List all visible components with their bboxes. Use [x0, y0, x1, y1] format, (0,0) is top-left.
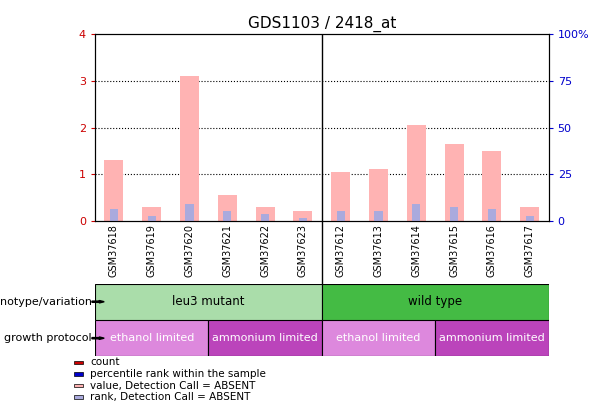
Text: ammonium limited: ammonium limited: [439, 333, 545, 343]
Text: GSM37618: GSM37618: [109, 224, 119, 277]
Text: GSM37623: GSM37623: [298, 224, 308, 277]
Bar: [142, 207, 161, 221]
Text: growth protocol: growth protocol: [4, 333, 92, 343]
Bar: [435, 320, 549, 356]
Bar: [104, 160, 123, 221]
Text: GSM37617: GSM37617: [525, 224, 535, 277]
Text: leu3 mutant: leu3 mutant: [172, 295, 245, 308]
Bar: [95, 284, 322, 320]
Bar: [520, 207, 539, 221]
Text: GSM37613: GSM37613: [373, 224, 384, 277]
Bar: [95, 320, 208, 356]
Bar: [322, 284, 549, 320]
Text: GSM37622: GSM37622: [260, 224, 270, 277]
Bar: [407, 125, 426, 221]
Bar: [412, 205, 421, 221]
Bar: [180, 76, 199, 221]
Text: GSM37621: GSM37621: [223, 224, 232, 277]
Bar: [223, 211, 232, 221]
Text: ethanol limited: ethanol limited: [337, 333, 421, 343]
Bar: [218, 195, 237, 221]
Text: ammonium limited: ammonium limited: [212, 333, 318, 343]
Text: GSM37612: GSM37612: [336, 224, 346, 277]
Text: value, Detection Call = ABSENT: value, Detection Call = ABSENT: [90, 381, 256, 390]
Text: GSM37616: GSM37616: [487, 224, 497, 277]
Bar: [148, 216, 156, 221]
Bar: [74, 372, 83, 375]
Bar: [444, 144, 463, 221]
Text: rank, Detection Call = ABSENT: rank, Detection Call = ABSENT: [90, 392, 250, 402]
Text: wild type: wild type: [408, 295, 462, 308]
Bar: [337, 211, 345, 221]
Bar: [185, 205, 194, 221]
Text: GSM37615: GSM37615: [449, 224, 459, 277]
Text: percentile rank within the sample: percentile rank within the sample: [90, 369, 266, 379]
Bar: [322, 320, 435, 356]
Bar: [369, 169, 388, 221]
Title: GDS1103 / 2418_at: GDS1103 / 2418_at: [248, 15, 396, 32]
Bar: [256, 207, 275, 221]
Bar: [525, 216, 534, 221]
Bar: [450, 207, 459, 221]
Bar: [74, 384, 83, 387]
Bar: [331, 172, 350, 221]
Text: ethanol limited: ethanol limited: [110, 333, 194, 343]
Bar: [74, 360, 83, 364]
Text: GSM37619: GSM37619: [147, 224, 157, 277]
Text: count: count: [90, 357, 120, 367]
Bar: [294, 211, 313, 221]
Text: GSM37614: GSM37614: [411, 224, 421, 277]
Bar: [110, 209, 118, 221]
Bar: [375, 211, 383, 221]
Bar: [261, 214, 269, 221]
Bar: [74, 395, 83, 399]
Text: genotype/variation: genotype/variation: [0, 297, 92, 307]
Bar: [488, 209, 496, 221]
Bar: [208, 320, 322, 356]
Bar: [299, 218, 307, 221]
Bar: [482, 151, 501, 221]
Text: GSM37620: GSM37620: [185, 224, 194, 277]
